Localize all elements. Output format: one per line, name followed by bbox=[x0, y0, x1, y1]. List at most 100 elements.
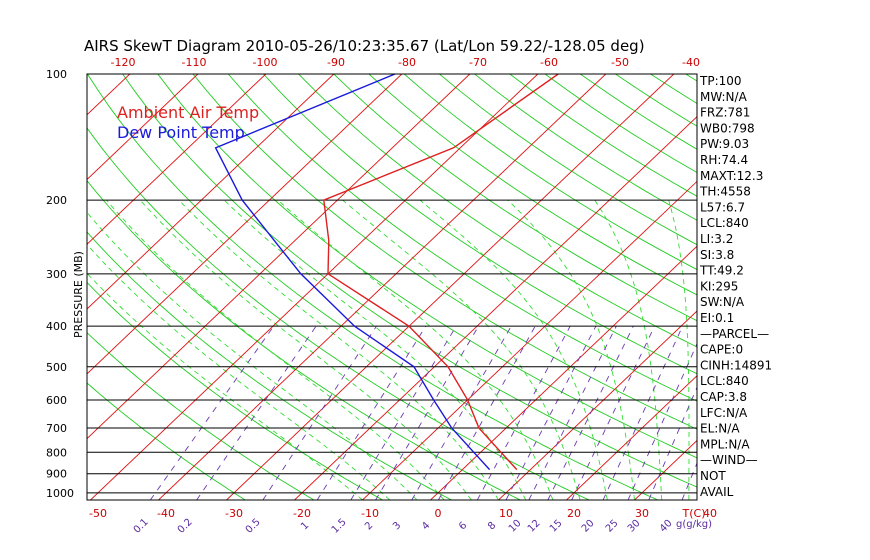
dry-adiabat-line bbox=[368, 74, 697, 296]
dry-adiabat-line bbox=[756, 74, 870, 500]
dry-adiabat-line bbox=[87, 231, 452, 500]
isotherm-line bbox=[430, 245, 697, 500]
mixing-ratio-line bbox=[505, 325, 597, 500]
stat-item: SW:N/A bbox=[700, 295, 745, 309]
pressure-tick-label: 600 bbox=[46, 394, 67, 407]
dry-adiabat-line bbox=[791, 74, 870, 500]
stat-item: LCL:840 bbox=[700, 374, 749, 388]
moist-adiabat-line bbox=[87, 211, 418, 500]
bottom-temp-tick-label: -40 bbox=[157, 507, 175, 520]
mixing-ratio-line bbox=[476, 325, 571, 500]
dry-adiabat-line bbox=[333, 74, 697, 322]
mixing-ratio-line bbox=[350, 325, 457, 500]
stat-item: TP:100 bbox=[699, 74, 742, 88]
top-temp-tick-label: -50 bbox=[611, 56, 629, 69]
moist-adiabat-line bbox=[507, 199, 635, 500]
isotherm-line bbox=[294, 116, 697, 500]
mixing-ratio-tick-label: 20 bbox=[580, 518, 597, 535]
mixing-ratio-line bbox=[262, 325, 377, 500]
dry-adiabat-line bbox=[87, 382, 246, 500]
bottom-temp-tick-label: 30 bbox=[635, 507, 649, 520]
stat-item: —WIND— bbox=[700, 453, 758, 467]
isotherm-line bbox=[771, 74, 870, 500]
mixing-ratio-tick-label: 4 bbox=[420, 520, 432, 532]
chart-title: AIRS SkewT Diagram 2010-05-26/10:23:35.6… bbox=[84, 37, 645, 55]
mixing-ratio-tick-label: 12 bbox=[526, 518, 543, 535]
stat-item: MW:N/A bbox=[700, 90, 748, 104]
moist-adiabat-line bbox=[668, 199, 690, 500]
stat-item: KI:295 bbox=[700, 279, 738, 293]
pressure-tick-label: 100 bbox=[46, 68, 67, 81]
isotherm-line bbox=[498, 310, 697, 500]
dry-adiabat-line bbox=[157, 74, 697, 459]
plot-frame bbox=[86, 73, 698, 501]
pressure-tick-label: 500 bbox=[46, 361, 67, 374]
mixing-ratio-unit-label: g(g/kg) bbox=[676, 519, 712, 530]
pressure-tick-label: 800 bbox=[46, 446, 67, 459]
moist-adiabat-line bbox=[87, 243, 391, 500]
isotherm-line bbox=[634, 439, 697, 500]
mixing-ratio-tick-label: 3 bbox=[391, 520, 403, 532]
top-temp-tick-label: -90 bbox=[327, 56, 345, 69]
dry-adiabat-line bbox=[862, 74, 870, 500]
isotherm-line bbox=[226, 74, 675, 500]
top-temp-tick-label: -110 bbox=[182, 56, 207, 69]
mixing-ratio-tick-label: 30 bbox=[626, 518, 643, 535]
series-line bbox=[214, 74, 491, 471]
mixing-ratio-tick-label: 15 bbox=[548, 518, 565, 535]
stat-item: FRZ:781 bbox=[700, 106, 750, 120]
top-temp-tick-label: -80 bbox=[398, 56, 416, 69]
stat-item: TH:4558 bbox=[699, 185, 751, 199]
bottom-temp-tick-label: 10 bbox=[499, 507, 513, 520]
pressure-tick-label: 300 bbox=[46, 268, 67, 281]
stat-item: SI:3.8 bbox=[700, 248, 734, 262]
isotherm-line bbox=[0, 74, 62, 500]
top-temp-tick-label: -40 bbox=[682, 56, 700, 69]
dry-adiabat-line bbox=[87, 332, 315, 500]
stat-item: L57:6.7 bbox=[700, 200, 745, 214]
mixing-ratio-line bbox=[316, 325, 427, 500]
stat-item: LI:3.2 bbox=[700, 232, 733, 246]
stat-item: PW:9.03 bbox=[700, 137, 749, 151]
mixing-ratio-tick-label: 40 bbox=[658, 518, 675, 535]
dry-adiabat-line bbox=[87, 179, 521, 500]
mixing-ratio-tick-label: 25 bbox=[604, 518, 621, 535]
stat-item: AVAIL bbox=[700, 485, 734, 499]
dry-adiabat-line bbox=[403, 74, 697, 271]
dry-adiabats bbox=[87, 74, 870, 500]
mixing-ratio-line bbox=[627, 342, 697, 500]
mixing-ratio-line bbox=[411, 325, 512, 500]
mixing-ratio-lines bbox=[149, 325, 697, 500]
mixing-ratio-tick-label: 1 bbox=[299, 520, 311, 532]
mixing-ratio-tick-label: 6 bbox=[457, 520, 469, 532]
dry-adiabat-line bbox=[298, 74, 697, 348]
dry-adiabat-line bbox=[827, 74, 870, 500]
mixing-ratio-line bbox=[375, 325, 479, 500]
top-temp-tick-label: -60 bbox=[540, 56, 558, 69]
bottom-temp-tick-label: -10 bbox=[361, 507, 379, 520]
bottom-temp-tick-label: 20 bbox=[567, 507, 581, 520]
isotherm-line bbox=[566, 375, 697, 500]
moist-adiabat-line bbox=[106, 199, 445, 500]
isotherm-line bbox=[87, 74, 267, 245]
bottom-temp-tick-label: -30 bbox=[225, 507, 243, 520]
mixing-ratio-tick-label: 10 bbox=[507, 518, 524, 535]
dry-adiabat-line bbox=[263, 74, 697, 375]
mixing-ratio-line bbox=[528, 325, 617, 500]
dry-adiabat-line bbox=[87, 74, 658, 500]
dry-adiabat-line bbox=[122, 74, 697, 488]
top-temp-tick-label: -100 bbox=[253, 56, 278, 69]
stat-item: MAXT:12.3 bbox=[700, 169, 763, 183]
y-axis-label: PRESSURE (MB) bbox=[72, 251, 85, 338]
moist-adiabat-line bbox=[178, 199, 499, 500]
moist-adiabat-line bbox=[87, 272, 363, 500]
mixing-ratio-line bbox=[437, 325, 536, 500]
moist-adiabat-line bbox=[594, 199, 663, 500]
mixing-ratio-tick-label: 0.5 bbox=[244, 517, 263, 536]
stat-item: TT:49.2 bbox=[699, 264, 744, 278]
profiles bbox=[214, 74, 559, 471]
mixing-ratio-line bbox=[547, 325, 634, 500]
bottom-temp-tick-label: 40 bbox=[703, 507, 717, 520]
bottom-temp-tick-label: 0 bbox=[435, 507, 442, 520]
